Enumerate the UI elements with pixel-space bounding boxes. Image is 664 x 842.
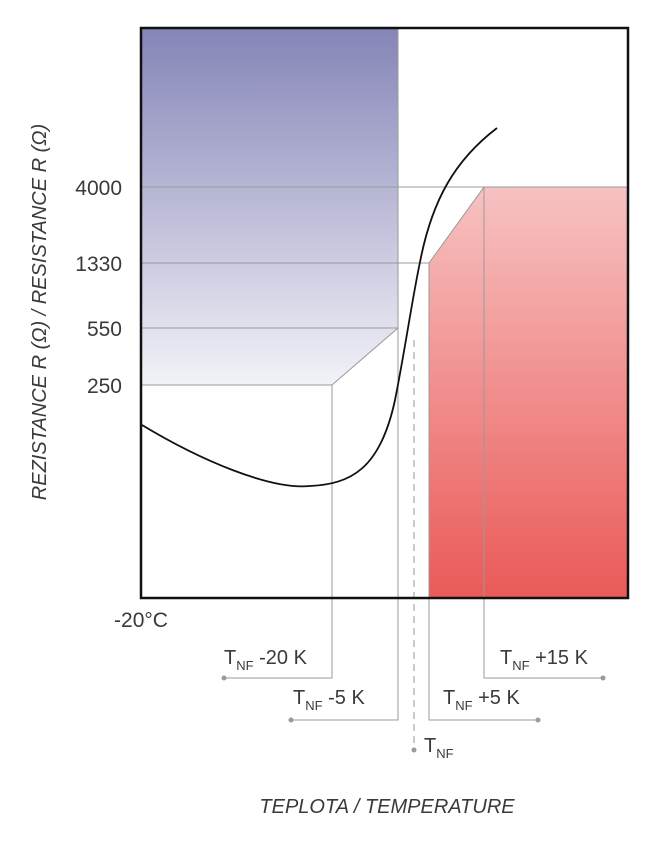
y-tick-label: 4000 (75, 177, 122, 200)
marker-label-tnf-plus-15: TNF +15 K (500, 647, 589, 673)
y-tick-label: 250 (87, 375, 122, 398)
marker-line-tnf-minus-20 (224, 385, 333, 679)
dot-tnf-plus-15 (600, 675, 606, 681)
high-region-edge (428, 186, 627, 597)
dot-tnf-minus-5 (288, 717, 294, 723)
marker-label-tnf-plus-5: TNF +5 K (443, 687, 520, 713)
marker-line-tnf-minus-5 (291, 328, 399, 721)
high-resistance-region (429, 187, 627, 597)
horizontal-guides (142, 186, 484, 386)
x-axis-title: TEPLOTA / TEMPERATURE (259, 796, 515, 818)
plot-frame (139, 26, 630, 600)
y-axis-title: REZISTANCE R (Ω) / RESISTANCE R (Ω) (29, 124, 51, 500)
marker-label-tnf-minus-20: TNF -20 K (224, 647, 308, 673)
region-edges (331, 29, 627, 597)
ptc-curve (141, 127, 498, 488)
y-tick-label: 550 (87, 318, 122, 341)
dot-tnf-plus-5 (535, 717, 541, 723)
low-resistance-region (142, 29, 398, 385)
marker-line-tnf-plus-15 (483, 187, 603, 679)
x-start-label: -20°C (114, 609, 168, 632)
low-region-edge (331, 29, 399, 386)
y-tick-label: 1330 (75, 253, 122, 276)
marker-label-tnf-minus-5: TNF -5 K (293, 687, 365, 713)
dot-tnf-minus-20 (221, 675, 227, 681)
marker-dots (221, 675, 606, 753)
marker-label-tnf: TNF (424, 735, 454, 761)
dot-tnf (411, 747, 417, 753)
